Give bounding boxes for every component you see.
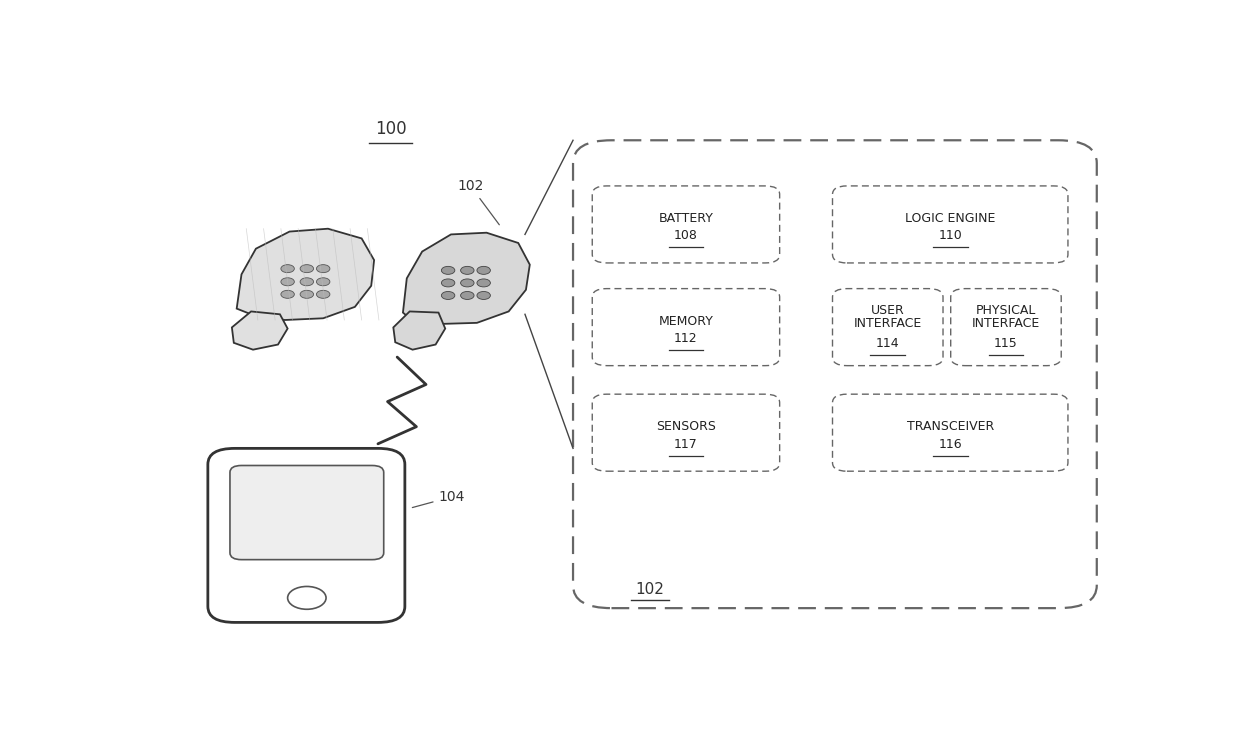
Circle shape xyxy=(477,291,490,299)
Text: 102: 102 xyxy=(458,179,500,225)
Text: LOGIC ENGINE: LOGIC ENGINE xyxy=(905,212,996,225)
Circle shape xyxy=(477,266,490,274)
FancyBboxPatch shape xyxy=(593,186,780,263)
Text: SENSORS: SENSORS xyxy=(656,420,715,433)
Circle shape xyxy=(300,278,314,286)
Circle shape xyxy=(316,278,330,286)
Text: 116: 116 xyxy=(939,438,962,451)
Text: 110: 110 xyxy=(939,230,962,242)
Text: 100: 100 xyxy=(374,120,407,139)
Polygon shape xyxy=(232,311,288,350)
Circle shape xyxy=(316,290,330,299)
FancyBboxPatch shape xyxy=(208,448,404,622)
Text: 115: 115 xyxy=(994,336,1018,350)
FancyBboxPatch shape xyxy=(573,140,1096,608)
Text: 104: 104 xyxy=(413,490,465,508)
FancyBboxPatch shape xyxy=(229,465,383,559)
Circle shape xyxy=(281,265,294,273)
Circle shape xyxy=(460,279,474,287)
Text: PHYSICAL: PHYSICAL xyxy=(976,304,1037,317)
FancyBboxPatch shape xyxy=(593,394,780,471)
FancyBboxPatch shape xyxy=(951,288,1061,365)
Circle shape xyxy=(316,265,330,273)
Text: 114: 114 xyxy=(875,336,899,350)
Text: 117: 117 xyxy=(675,438,698,451)
FancyBboxPatch shape xyxy=(593,288,780,365)
FancyBboxPatch shape xyxy=(832,288,942,365)
Text: TRANSCEIVER: TRANSCEIVER xyxy=(906,420,993,433)
Polygon shape xyxy=(393,311,445,350)
FancyBboxPatch shape xyxy=(832,394,1068,471)
Text: 112: 112 xyxy=(675,332,698,345)
Circle shape xyxy=(460,266,474,274)
Text: 102: 102 xyxy=(635,582,665,597)
Circle shape xyxy=(460,291,474,299)
Text: 108: 108 xyxy=(675,230,698,242)
Circle shape xyxy=(477,279,490,287)
Text: INTERFACE: INTERFACE xyxy=(972,316,1040,330)
Circle shape xyxy=(300,265,314,273)
Circle shape xyxy=(300,290,314,299)
Text: BATTERY: BATTERY xyxy=(658,212,713,225)
Circle shape xyxy=(441,279,455,287)
FancyBboxPatch shape xyxy=(832,186,1068,263)
Polygon shape xyxy=(237,229,374,320)
Circle shape xyxy=(281,290,294,299)
Circle shape xyxy=(441,266,455,274)
Text: INTERFACE: INTERFACE xyxy=(853,316,921,330)
Text: MEMORY: MEMORY xyxy=(658,315,713,328)
Polygon shape xyxy=(403,233,529,324)
Text: USER: USER xyxy=(870,304,905,317)
Circle shape xyxy=(281,278,294,286)
Circle shape xyxy=(441,291,455,299)
